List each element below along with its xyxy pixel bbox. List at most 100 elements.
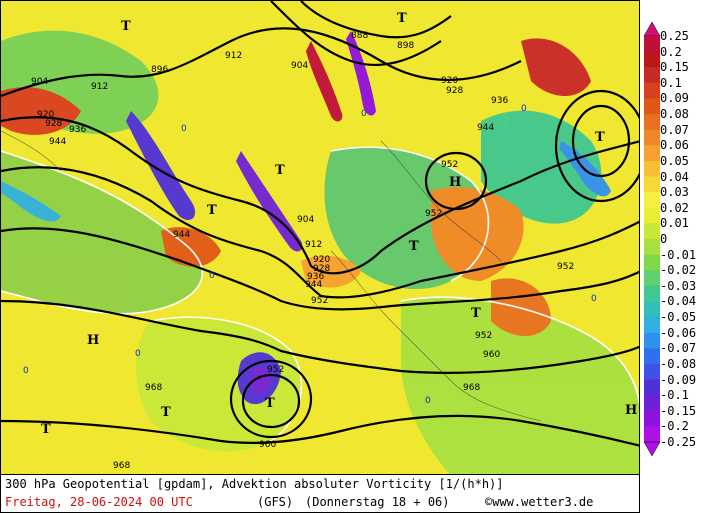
contour-label: 936 xyxy=(491,96,508,106)
contour-label: 960 xyxy=(483,350,500,360)
legend-level-label: 0.15 xyxy=(660,60,689,75)
map-canvas: 888 896 898 904 904 912 912 920 920 928 … xyxy=(1,1,639,474)
legend-level-label: -0.08 xyxy=(660,356,697,371)
legend-colorbar xyxy=(643,22,661,456)
legend-level-label: 0.05 xyxy=(660,153,689,168)
high-marker: H xyxy=(625,403,637,418)
legend-swatch xyxy=(644,145,660,162)
legend-level-label: 0.25 xyxy=(660,29,689,43)
color-legend: 0.25 0.2 0.15 0.1 0.09 0.08 0.07 0.06 0.05 0.04 0.… xyxy=(642,22,704,456)
contour-label: 944 xyxy=(173,230,190,240)
caption-credit[interactable]: ©www.wetter3.de xyxy=(485,495,593,509)
vorticity-zero-labels: 0 0 0 0 0 0 0 0 xyxy=(23,104,597,406)
legend-level-label: 0.06 xyxy=(660,138,689,153)
zero-label: 0 xyxy=(521,104,527,114)
contour-label: 952 xyxy=(267,365,284,375)
legend-swatch xyxy=(644,410,660,427)
legend-level-label: 0.2 xyxy=(660,44,682,59)
caption-date: Freitag, 28-06-2024 00 UTC xyxy=(5,495,193,509)
legend-swatch xyxy=(644,98,660,115)
legend-level-label: -0.04 xyxy=(660,294,697,309)
pressure-system-labels: T T T T T T T T T T H H H xyxy=(41,11,637,437)
legend-swatch xyxy=(644,301,660,318)
credit-link-text: www.wetter3.de xyxy=(492,495,594,509)
caption-title: 300 hPa Geopotential [gpdam], Advektion … xyxy=(5,477,504,491)
zero-label: 0 xyxy=(425,396,431,406)
legend-swatch xyxy=(644,51,660,68)
contour-labels: 888 896 898 904 904 912 912 920 920 928 … xyxy=(31,31,574,471)
legend-level-label: -0.25 xyxy=(660,435,697,449)
legend-swatch xyxy=(644,114,660,131)
low-marker: T xyxy=(471,306,481,321)
contour-label: 952 xyxy=(557,262,574,272)
contour-label: 928 xyxy=(446,86,463,96)
legend-level-label: 0.01 xyxy=(660,216,689,231)
legend-level-label: 0.1 xyxy=(660,75,682,90)
legend-swatch xyxy=(644,36,660,53)
low-marker: T xyxy=(121,19,131,34)
legend-swatch xyxy=(644,239,660,256)
legend-swatch xyxy=(644,223,660,240)
legend-level-label: 0.04 xyxy=(660,169,689,184)
legend-swatch xyxy=(644,254,660,271)
contour-label: 944 xyxy=(477,123,494,133)
legend-level-label: 0.02 xyxy=(660,200,689,215)
low-marker: T xyxy=(595,130,605,145)
contour-label: 904 xyxy=(31,77,48,87)
contour-label: 968 xyxy=(113,461,130,471)
caption-model: (GFS) xyxy=(257,495,294,509)
legend-level-label: 0.09 xyxy=(660,91,689,106)
zero-label: 0 xyxy=(209,271,215,281)
contour-label: 952 xyxy=(311,296,328,306)
contour-label: 944 xyxy=(305,280,322,290)
legend-level-label: -0.01 xyxy=(660,247,697,262)
contour-label: 952 xyxy=(475,331,492,341)
contour-label: 898 xyxy=(397,41,414,51)
contour-label: 960 xyxy=(259,440,276,450)
zero-label: 0 xyxy=(591,294,597,304)
legend-swatch xyxy=(644,348,660,365)
low-marker: T xyxy=(265,396,275,411)
contour-label: 896 xyxy=(151,65,168,75)
contour-label: 904 xyxy=(297,215,314,225)
legend-swatch xyxy=(644,270,660,287)
legend-swatch xyxy=(644,285,660,302)
contour-label: 912 xyxy=(91,82,108,92)
legend-swatch xyxy=(644,67,660,84)
legend-swatch xyxy=(644,379,660,396)
low-marker: T xyxy=(41,422,51,437)
legend-swatch xyxy=(644,332,660,349)
contour-label: 920 xyxy=(313,255,330,265)
contour-label: 888 xyxy=(351,31,368,41)
legend-swatch xyxy=(644,317,660,334)
contour-label: 952 xyxy=(425,209,442,219)
geopotential-contours xyxy=(1,1,639,447)
weather-map: 888 896 898 904 904 912 912 920 920 928 … xyxy=(0,0,640,475)
legend-swatch xyxy=(644,363,660,381)
legend-level-label: 0.03 xyxy=(660,185,689,200)
contour-label: 968 xyxy=(463,383,480,393)
caption-run: (Donnerstag 18 + 06) xyxy=(305,495,450,509)
legend-level-label: -0.03 xyxy=(660,278,697,293)
legend-swatch xyxy=(644,207,660,224)
legend-level-label: -0.07 xyxy=(660,341,697,356)
low-marker: T xyxy=(207,203,217,218)
coastlines xyxy=(1,130,542,422)
contour-label: 904 xyxy=(291,61,308,71)
legend-arrow-bottom xyxy=(643,441,661,456)
contour-label: 936 xyxy=(307,272,324,282)
contour-label: 912 xyxy=(225,51,242,61)
contour-label: 944 xyxy=(49,137,66,147)
map-caption: 300 hPa Geopotential [gpdam], Advektion … xyxy=(0,475,640,513)
zero-label: 0 xyxy=(361,109,367,119)
legend-level-label: 0 xyxy=(660,232,668,246)
legend-level-label: -0.2 xyxy=(660,419,689,434)
legend-swatch xyxy=(644,176,660,193)
contour-label: 928 xyxy=(313,264,330,274)
high-marker: H xyxy=(87,333,99,348)
legend-swatch xyxy=(644,82,660,99)
legend-level-label: -0.1 xyxy=(660,388,689,403)
legend-swatch xyxy=(644,160,660,178)
zero-label: 0 xyxy=(23,366,29,376)
contour-label: 920 xyxy=(37,110,54,120)
